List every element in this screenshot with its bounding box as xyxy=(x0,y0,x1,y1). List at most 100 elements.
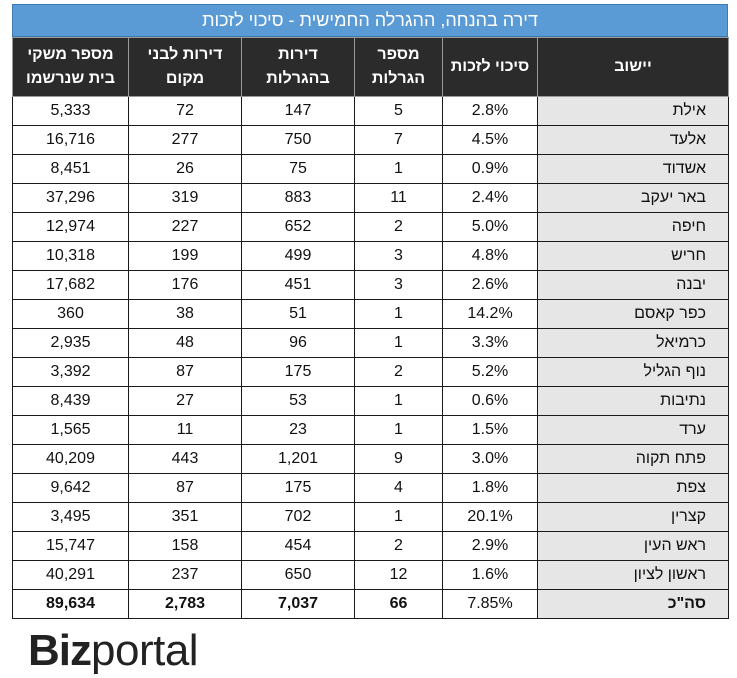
col-header-city: יישוב xyxy=(537,37,729,97)
cell-households: 40,291 xyxy=(12,560,129,590)
cell-lotteries: 1 xyxy=(354,154,443,184)
cell-apartments: 650 xyxy=(241,560,355,590)
cell-chance: 2.4% xyxy=(442,183,538,213)
cell-city: באר יעקב xyxy=(537,183,729,213)
table-row: נוף הגליל 5.2% 2 175 87 3,392 xyxy=(12,357,729,387)
table-row: פתח תקוה 3.0% 9 1,201 443 40,209 xyxy=(12,444,729,474)
cell-lotteries: 2 xyxy=(354,357,443,387)
cell-chance: 2.6% xyxy=(442,270,538,300)
cell-households: 9,642 xyxy=(12,473,129,503)
cell-households: 2,935 xyxy=(12,328,129,358)
cell-households: 15,747 xyxy=(12,531,129,561)
cell-chance: 5.0% xyxy=(442,212,538,242)
cell-apartments: 23 xyxy=(241,415,355,445)
lottery-table: יישוב סיכוי לזכות מספר הגרלות דירות בהגר… xyxy=(12,37,729,619)
cell-locals: 277 xyxy=(128,125,242,155)
cell-lotteries: 4 xyxy=(354,473,443,503)
cell-lotteries: 1 xyxy=(354,502,443,532)
col-header-locals: דירות לבני מקום xyxy=(128,37,242,97)
cell-lotteries: 66 xyxy=(354,589,443,619)
cell-chance: 1.5% xyxy=(442,415,538,445)
cell-apartments: 147 xyxy=(241,96,355,126)
cell-apartments: 75 xyxy=(241,154,355,184)
cell-lotteries: 3 xyxy=(354,241,443,271)
cell-city: אשדוד xyxy=(537,154,729,184)
cell-apartments: 175 xyxy=(241,357,355,387)
cell-chance: 0.6% xyxy=(442,386,538,416)
cell-apartments: 175 xyxy=(241,473,355,503)
cell-households: 10,318 xyxy=(12,241,129,271)
cell-lotteries: 5 xyxy=(354,96,443,126)
report-container: דירה בהנחה, ההגרלה החמישית - סיכוי לזכות… xyxy=(12,4,729,619)
col-header-lotteries: מספר הגרלות xyxy=(354,37,443,97)
cell-apartments: 53 xyxy=(241,386,355,416)
cell-lotteries: 2 xyxy=(354,531,443,561)
col-header-apartments: דירות בהגרלות xyxy=(241,37,355,97)
cell-households: 360 xyxy=(12,299,129,329)
cell-apartments: 7,037 xyxy=(241,589,355,619)
cell-city: אילת xyxy=(537,96,729,126)
col-header-households: מספר משקי בית שנרשמו xyxy=(12,37,129,97)
cell-city: ראש העין xyxy=(537,531,729,561)
cell-households: 1,565 xyxy=(12,415,129,445)
cell-apartments: 702 xyxy=(241,502,355,532)
cell-locals: 158 xyxy=(128,531,242,561)
table-row: אשדוד 0.9% 1 75 26 8,451 xyxy=(12,154,729,184)
cell-lotteries: 12 xyxy=(354,560,443,590)
cell-locals: 87 xyxy=(128,357,242,387)
cell-lotteries: 2 xyxy=(354,212,443,242)
cell-locals: 199 xyxy=(128,241,242,271)
cell-locals: 319 xyxy=(128,183,242,213)
cell-lotteries: 7 xyxy=(354,125,443,155)
cell-households: 16,716 xyxy=(12,125,129,155)
table-row: באר יעקב 2.4% 11 883 319 37,296 xyxy=(12,183,729,213)
cell-apartments: 1,201 xyxy=(241,444,355,474)
table-body: אילת 2.8% 5 147 72 5,333 אלעד 4.5% 7 750 277 16,716… xyxy=(12,96,729,619)
cell-chance: 1.6% xyxy=(442,560,538,590)
cell-lotteries: 1 xyxy=(354,386,443,416)
cell-locals: 237 xyxy=(128,560,242,590)
table-row: נתיבות 0.6% 1 53 27 8,439 xyxy=(12,386,729,416)
bizportal-logo: Biz portal xyxy=(28,626,199,675)
cell-locals: 38 xyxy=(128,299,242,329)
cell-households: 17,682 xyxy=(12,270,129,300)
cell-apartments: 51 xyxy=(241,299,355,329)
cell-lotteries: 9 xyxy=(354,444,443,474)
cell-city: ערד xyxy=(537,415,729,445)
cell-households: 37,296 xyxy=(12,183,129,213)
cell-chance: 0.9% xyxy=(442,154,538,184)
header-row: יישוב סיכוי לזכות מספר הגרלות דירות בהגר… xyxy=(12,37,729,97)
cell-locals: 2,783 xyxy=(128,589,242,619)
cell-households: 5,333 xyxy=(12,96,129,126)
cell-apartments: 652 xyxy=(241,212,355,242)
cell-lotteries: 11 xyxy=(354,183,443,213)
total-row: סה"כ 7.85% 66 7,037 2,783 89,634 xyxy=(12,589,729,619)
table-row: יבנה 2.6% 3 451 176 17,682 xyxy=(12,270,729,300)
cell-apartments: 454 xyxy=(241,531,355,561)
cell-city: אלעד xyxy=(537,125,729,155)
table-row: אלעד 4.5% 7 750 277 16,716 xyxy=(12,125,729,155)
cell-city: ראשון לציון xyxy=(537,560,729,590)
cell-city: קצרין xyxy=(537,502,729,532)
cell-chance: 3.3% xyxy=(442,328,538,358)
cell-locals: 27 xyxy=(128,386,242,416)
logo-regular-text: portal xyxy=(91,626,199,675)
table-row: ראש העין 2.9% 2 454 158 15,747 xyxy=(12,531,729,561)
cell-chance: 7.85% xyxy=(442,589,538,619)
cell-households: 8,439 xyxy=(12,386,129,416)
cell-locals: 176 xyxy=(128,270,242,300)
cell-city: כרמיאל xyxy=(537,328,729,358)
table-row: אילת 2.8% 5 147 72 5,333 xyxy=(12,96,729,126)
table-row: קצרין 20.1% 1 702 351 3,495 xyxy=(12,502,729,532)
cell-apartments: 883 xyxy=(241,183,355,213)
cell-apartments: 750 xyxy=(241,125,355,155)
cell-chance: 2.8% xyxy=(442,96,538,126)
cell-locals: 443 xyxy=(128,444,242,474)
cell-lotteries: 1 xyxy=(354,328,443,358)
table-row: כרמיאל 3.3% 1 96 48 2,935 xyxy=(12,328,729,358)
cell-locals: 48 xyxy=(128,328,242,358)
cell-chance: 20.1% xyxy=(442,502,538,532)
table-row: צפת 1.8% 4 175 87 9,642 xyxy=(12,473,729,503)
cell-city: נתיבות xyxy=(537,386,729,416)
cell-apartments: 96 xyxy=(241,328,355,358)
